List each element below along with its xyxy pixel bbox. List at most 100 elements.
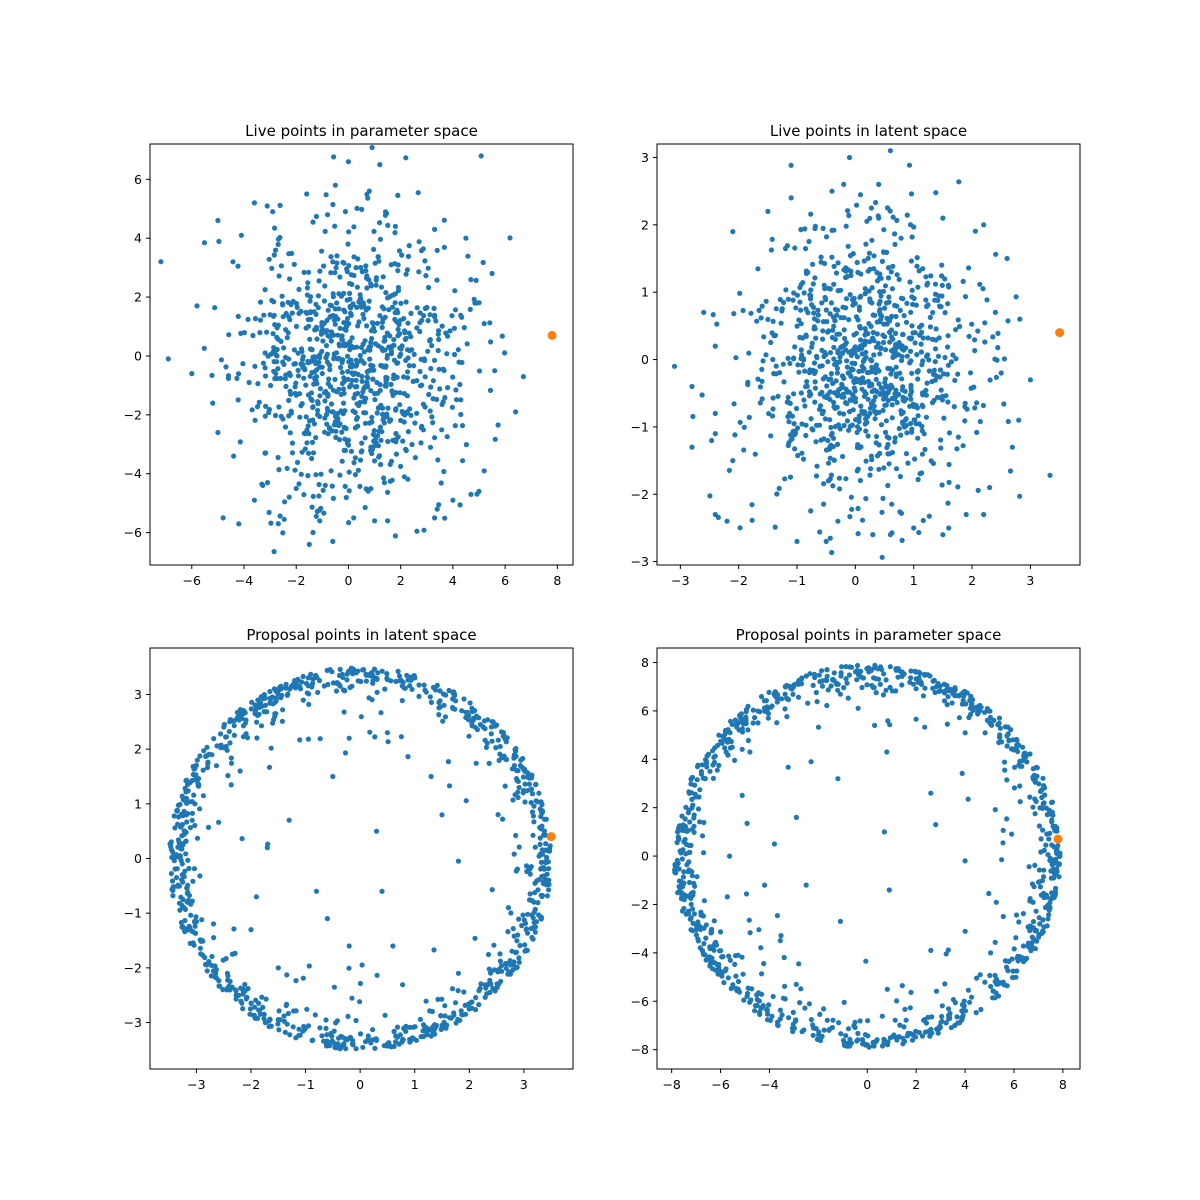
data-point: [880, 288, 887, 294]
data-point: [695, 922, 701, 928]
data-point: [915, 368, 921, 374]
data-point: [204, 968, 210, 974]
data-point: [927, 1033, 933, 1039]
data-point: [405, 253, 412, 259]
data-point: [334, 419, 340, 425]
data-point: [798, 347, 804, 353]
data-point: [732, 717, 739, 723]
data-point: [220, 515, 226, 521]
data-point: [358, 304, 364, 310]
data-point: [787, 474, 794, 480]
data-point: [309, 504, 315, 510]
data-point: [852, 350, 858, 356]
data-point: [834, 370, 841, 376]
data-point: [1015, 958, 1021, 964]
data-point: [955, 371, 961, 377]
data-point: [391, 1029, 397, 1035]
data-point: [724, 728, 730, 734]
data-point: [746, 414, 752, 420]
data-point: [920, 517, 926, 524]
data-point: [703, 760, 710, 767]
data-point: [272, 412, 279, 419]
data-point: [205, 824, 212, 831]
data-point: [181, 927, 187, 933]
data-point: [835, 387, 841, 394]
data-point: [948, 1025, 954, 1031]
data-point: [708, 960, 715, 966]
data-point: [841, 999, 847, 1006]
data-point: [1002, 767, 1008, 773]
data-point: [1039, 805, 1045, 811]
data-point: [322, 398, 328, 404]
data-point: [854, 468, 860, 474]
data-point: [427, 338, 433, 344]
data-point: [922, 671, 928, 677]
data-point: [410, 378, 416, 384]
data-point: [382, 334, 388, 340]
data-point: [272, 375, 278, 382]
data-point: [516, 784, 522, 791]
data-point: [416, 269, 422, 275]
data-point: [384, 730, 390, 736]
data-point: [869, 381, 875, 387]
data-point: [930, 309, 936, 316]
data-point: [894, 303, 900, 309]
data-point: [779, 696, 785, 702]
data-point: [507, 235, 513, 241]
data-point: [532, 844, 538, 850]
data-point: [690, 892, 696, 898]
data-point: [435, 996, 441, 1003]
data-point: [351, 460, 357, 466]
data-point: [412, 675, 418, 681]
data-point: [908, 335, 915, 341]
data-point: [879, 666, 885, 673]
data-point: [895, 667, 901, 673]
data-point: [458, 312, 464, 318]
data-point: [423, 273, 429, 279]
data-point: [982, 979, 988, 985]
data-point: [460, 458, 466, 464]
data-point: [354, 344, 360, 350]
data-point: [378, 402, 384, 408]
data-point: [340, 400, 347, 406]
data-point: [277, 202, 283, 208]
data-point: [766, 411, 772, 417]
data-point: [678, 878, 684, 885]
data-point: [401, 1025, 407, 1031]
data-point: [190, 929, 196, 935]
data-point: [232, 987, 239, 993]
data-point: [879, 554, 885, 560]
data-point: [511, 752, 517, 758]
data-point: [398, 734, 404, 740]
data-point: [324, 328, 330, 334]
data-point: [342, 1036, 348, 1042]
data-point: [864, 370, 871, 376]
data-point: [882, 283, 889, 289]
data-point: [953, 356, 959, 362]
data-point: [850, 393, 856, 399]
data-point: [680, 822, 686, 828]
data-point: [761, 334, 767, 340]
data-point: [415, 190, 421, 196]
data-point: [882, 429, 889, 435]
data-point: [864, 682, 870, 688]
data-point: [816, 422, 823, 428]
data-point: [731, 311, 737, 317]
data-point: [276, 1008, 282, 1014]
data-point: [240, 734, 246, 740]
data-point: [372, 458, 378, 464]
data-point: [236, 521, 242, 527]
data-point: [813, 439, 819, 445]
data-point: [335, 332, 341, 338]
data-point: [821, 353, 827, 360]
data-point: [223, 743, 229, 750]
data-point: [374, 380, 380, 386]
data-point: [189, 371, 195, 377]
data-point: [324, 667, 330, 674]
data-point: [341, 424, 347, 430]
data-point: [992, 939, 998, 945]
data-point: [495, 812, 501, 818]
data-point: [960, 443, 966, 449]
data-point: [317, 386, 323, 392]
data-point: [783, 287, 789, 293]
